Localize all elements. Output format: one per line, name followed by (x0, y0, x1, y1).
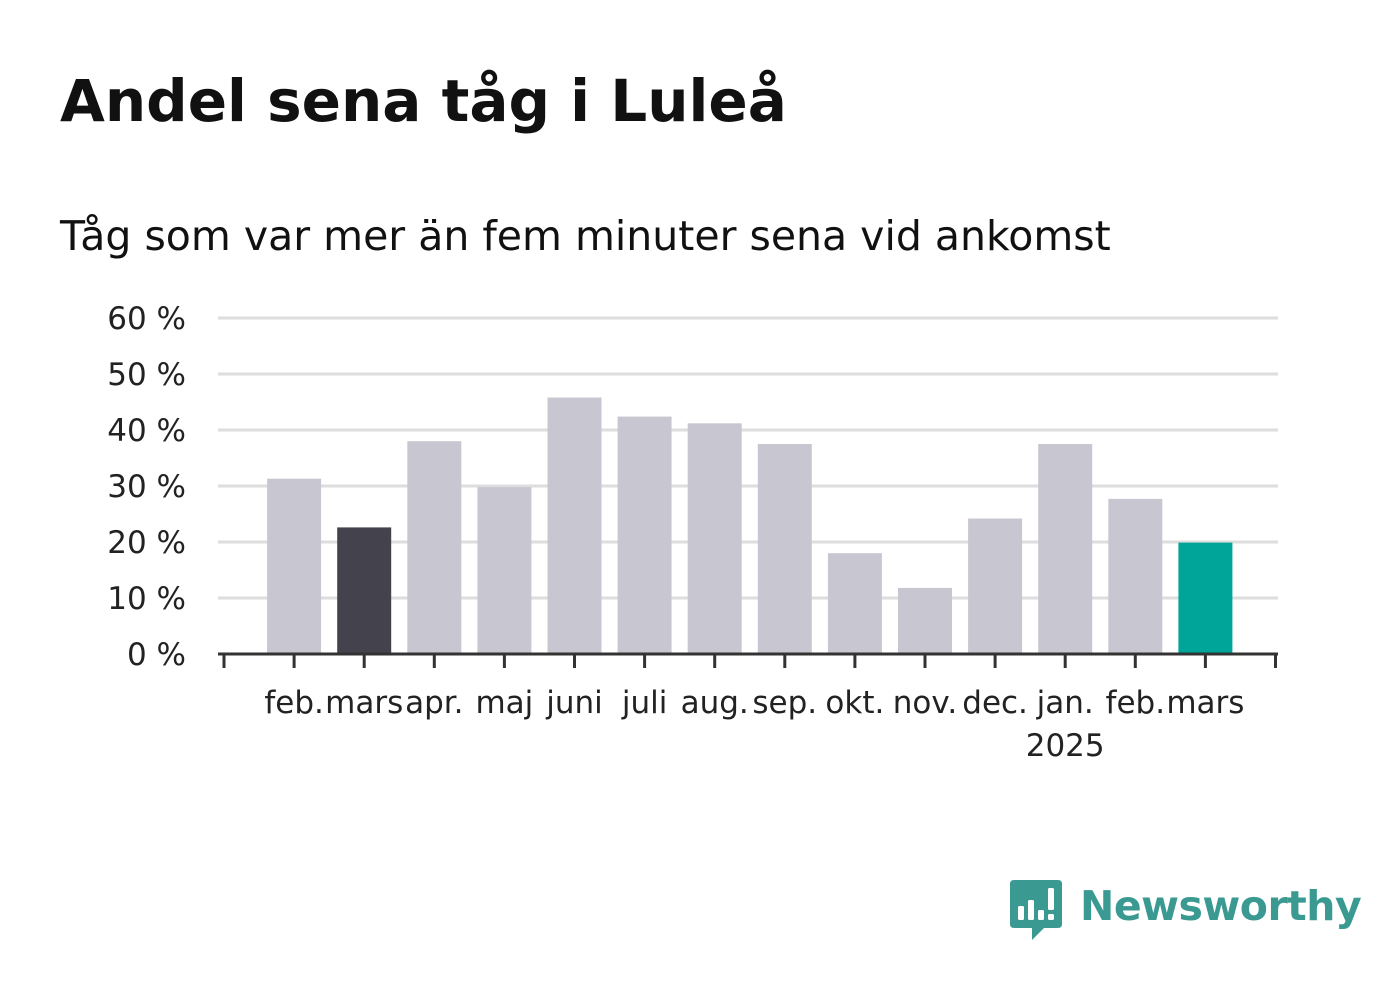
x-tick-label: juli (621, 685, 668, 721)
bar-5 (617, 416, 672, 654)
x-tick-label: dec. (962, 685, 1028, 721)
y-axis-tick-labels: 0 % 10 % 20 % 30 % 40 % 50 % 60 % (107, 301, 186, 673)
x-tick-label: aug. (681, 685, 749, 721)
bar-2 (407, 441, 462, 654)
x-tick-label: nov. (893, 685, 957, 721)
x-tick-label: mars (1166, 685, 1244, 721)
y-tick-label: 40 % (107, 413, 186, 449)
x-tick-label: mars (325, 685, 403, 721)
x-tick-label: okt. (825, 685, 884, 721)
x-axis-tick-labels: feb. mars apr. maj juni juli aug. sep. okt. nov. d… (264, 685, 1244, 764)
x-tick-label: maj (475, 685, 533, 721)
x-tick-label: juni (545, 685, 603, 721)
bar-6 (687, 423, 742, 654)
x-tick-label: apr. (405, 685, 463, 721)
bar-9 (898, 587, 952, 654)
bar-10 (968, 518, 1023, 654)
y-tick-label: 60 % (107, 301, 186, 337)
bar-11 (1038, 444, 1093, 654)
gridlines (218, 316, 1278, 600)
bar-3 (477, 487, 532, 654)
bar-8 (827, 553, 882, 654)
bars (267, 397, 1233, 654)
bar-0 (267, 478, 322, 654)
x-tick-label: feb. (264, 685, 324, 721)
y-tick-label: 10 % (107, 581, 186, 617)
y-tick-label: 20 % (107, 525, 186, 561)
chart-title: Andel sena tåg i Luleå (60, 67, 787, 135)
x-tick-label: feb. (1106, 685, 1166, 721)
y-tick-label: 50 % (107, 357, 186, 393)
brand-name: Newsworthy (1080, 882, 1362, 930)
x-tick-year-label: 2025 (1026, 728, 1105, 764)
x-tick-label: jan. (1036, 685, 1094, 721)
x-axis (218, 652, 1278, 668)
bar-7 (757, 444, 812, 654)
y-tick-label: 0 % (127, 637, 186, 673)
newsworthy-logo: Newsworthy (1010, 878, 1362, 944)
y-tick-label: 30 % (107, 469, 186, 505)
bar-4 (547, 397, 602, 654)
bar-chart: 0 %10 %20 %30 %40 %50 %60 % feb. mars apr.… (107, 301, 1278, 764)
chart-subtitle: Tåg som var mer än fem minuter sena vid … (60, 212, 1111, 260)
x-tick-label: sep. (752, 685, 817, 721)
newsworthy-chart-bubble-icon (1010, 880, 1062, 940)
bar-13 (1178, 542, 1233, 654)
bar-12 (1108, 498, 1163, 654)
bar-1 (337, 527, 392, 654)
